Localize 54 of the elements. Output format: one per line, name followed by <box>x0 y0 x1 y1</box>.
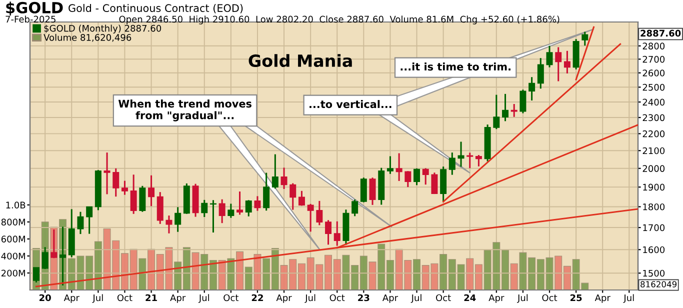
y2-tick-label: 200M <box>1 270 25 277</box>
x-tick-label: 22 <box>252 294 263 302</box>
y2-tick-label: 600M <box>1 236 25 243</box>
y-tick-label: 2200 <box>642 130 665 138</box>
x-tick-label: Apr <box>170 294 186 303</box>
text: 8162049 <box>640 281 677 288</box>
x-tick-label: Oct <box>436 294 451 302</box>
y-tick-label: 1900 <box>643 184 665 191</box>
y-tick-label: 1800 <box>643 203 665 210</box>
x-tick-label: Apr <box>488 294 504 303</box>
x-tick-label: Jul <box>517 294 528 303</box>
x-tick-label: Jul <box>304 294 316 303</box>
y-tick-label: 1700 <box>643 224 665 232</box>
text: Gold Mania <box>248 54 352 68</box>
x-tick-label: Jul <box>92 294 103 303</box>
annotation: Open 2846.50 High 2910.60 Low 2802.20 Close 2887.60 Volume 81.6M Chg +52.60 (+1.86%) <box>119 16 560 24</box>
x-tick-label: 25 <box>570 294 582 302</box>
x-tick-label: Jul <box>198 294 209 303</box>
legend-label: Volume 81,620,496 <box>44 34 132 42</box>
y-tick-label: 1500 <box>643 270 665 277</box>
x-tick-label: 21 <box>146 294 157 302</box>
y2-tick-label: 1.0B <box>6 202 26 208</box>
y-tick-label: 2100 <box>642 147 665 154</box>
annotation: When the trend moves from "gradual"... <box>118 100 252 122</box>
y-tick-label: 2600 <box>642 70 665 76</box>
x-tick-label: Oct <box>117 294 132 302</box>
x-tick-label: Apr <box>382 294 398 303</box>
x-tick-label: Apr <box>64 294 80 303</box>
x-tick-label: 24 <box>464 294 476 302</box>
x-tick-label: Oct <box>330 294 345 302</box>
x-tick-label: 20 <box>40 294 51 302</box>
y-tick-label: 2400 <box>642 98 665 106</box>
y-tick-label: 2000 <box>642 165 665 172</box>
y-tick-label: 2800 <box>642 42 665 50</box>
y-tick-label: 2500 <box>642 84 665 91</box>
annotation: ...it is time to trim. <box>400 62 510 71</box>
y2-tick-label: 400M <box>1 252 25 260</box>
text: Gold - Continuous Contract (EOD) <box>68 4 243 14</box>
y-tick-label: 2700 <box>642 56 665 63</box>
x-tick-label: Apr <box>276 294 292 303</box>
x-tick-label: 23 <box>358 294 370 302</box>
x-tick-label: Jul <box>410 294 422 303</box>
y2-tick-label: 800M <box>1 218 25 226</box>
y-tick-label: 2300 <box>642 114 665 122</box>
x-tick-label: Oct <box>224 294 239 302</box>
y-tick-label: 1600 <box>643 246 665 254</box>
x-tick-label: Oct <box>542 294 558 302</box>
x-tick-label: Apr <box>594 294 610 303</box>
text: 2887.60 <box>640 30 681 37</box>
text: $GOLD <box>6 2 63 16</box>
annotation: ...to vertical... <box>310 100 392 108</box>
legend-label: $GOLD (Monthly) 2887.60 <box>44 24 162 34</box>
x-tick-label: Jul <box>623 294 634 303</box>
annotation: 7-Feb-2025 <box>6 16 56 23</box>
